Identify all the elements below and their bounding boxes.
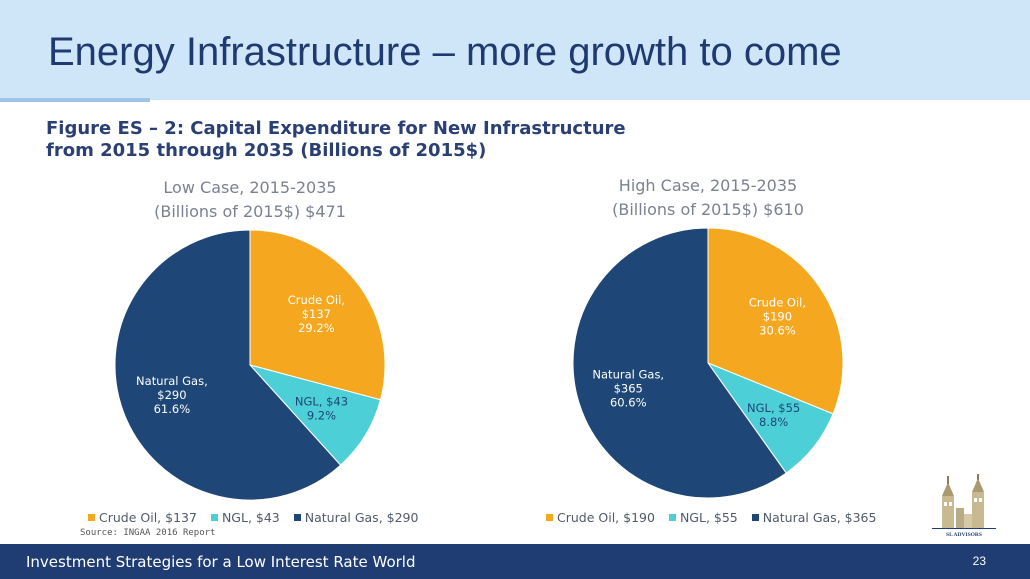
figure-caption-line-1: Figure ES – 2: Capital Expenditure for N… <box>46 118 626 139</box>
pie-slice-natural-gas <box>114 229 342 501</box>
pie-label-line: Natural Gas, <box>136 374 208 388</box>
pie-label-line: NGL, $43 <box>295 395 348 409</box>
legend-item-natural-gas: Natural Gas, $365 <box>751 510 877 525</box>
pie-label-line: 9.2% <box>307 409 336 423</box>
header-band <box>0 0 1030 100</box>
pie-slice-crude-oil <box>707 227 844 415</box>
footer-text: Investment Strategies for a Low Interest… <box>26 553 416 571</box>
legend-label: Crude Oil, $190 <box>557 510 655 525</box>
pie-chart-low-case: Crude Oil, $137 29.2% NGL, $43 9.2% Natural G… <box>114 229 386 501</box>
legend-label: Crude Oil, $137 <box>99 510 197 525</box>
pie-label-line: 8.8% <box>759 415 788 429</box>
legend-high-case: Crude Oil, $190 NGL, $55 Natural Gas, $365 <box>546 510 876 525</box>
legend-label: NGL, $55 <box>679 510 738 525</box>
pie-label-line: 60.6% <box>610 395 647 409</box>
pie-label-line: Crude Oil, <box>749 295 806 309</box>
pie-label-crude-oil: Crude Oil, $190 30.6% <box>749 295 806 337</box>
pie-label-line: $190 <box>763 309 792 323</box>
chart-title-low-case: Low Case, 2015-2035 (Billions of 2015$) … <box>80 176 420 224</box>
legend-swatch <box>546 514 553 521</box>
pie-label-ngl: NGL, $43 9.2% <box>295 395 348 423</box>
figure-caption-line-2: from 2015 through 2035 (Billions of 2015… <box>46 140 487 161</box>
chart-title-line-1: Low Case, 2015-2035 <box>163 178 337 197</box>
pie-label-line: $290 <box>157 388 186 402</box>
skyline-icon <box>942 474 984 528</box>
figure-caption: Figure ES – 2: Capital Expenditure for N… <box>46 118 626 162</box>
sl-advisors-logo: SL ADVISORS <box>932 474 996 538</box>
pie-label-line: $137 <box>302 307 331 321</box>
slide-title: Energy Infrastructure – more growth to c… <box>48 30 842 74</box>
pie-label-natural-gas: Natural Gas, $365 60.6% <box>592 367 664 409</box>
pie-slice-crude-oil <box>249 229 386 401</box>
chart-title-line-2: (Billions of 2015$) $610 <box>612 200 804 219</box>
legend-label: NGL, $43 <box>221 510 280 525</box>
pie-label-line: Natural Gas, <box>592 367 664 381</box>
legend-swatch <box>293 514 301 521</box>
source-note: Source: INGAA 2016 Report <box>80 528 216 538</box>
pie-chart-high-case: Crude Oil, $190 30.6% NGL, $55 8.8% Natural G… <box>572 227 844 499</box>
legend-item-natural-gas: Natural Gas, $290 <box>293 510 419 525</box>
pie-label-line: $365 <box>614 381 643 395</box>
pie-label-line: 29.2% <box>298 321 335 335</box>
chart-title-high-case: High Case, 2015-2035 (Billions of 2015$)… <box>538 174 878 222</box>
legend-item-crude-oil: Crude Oil, $190 <box>546 510 655 525</box>
pie-label-line: Crude Oil, <box>288 293 345 307</box>
legend-label: Natural Gas, $290 <box>304 510 419 525</box>
page-number: 23 <box>972 554 986 568</box>
pie-label-ngl: NGL, $55 8.8% <box>747 401 800 429</box>
legend-item-ngl: NGL, $43 <box>210 510 280 525</box>
pie-label-crude-oil: Crude Oil, $137 29.2% <box>288 293 345 335</box>
header-accent-rule <box>0 98 150 102</box>
legend-swatch <box>751 514 759 521</box>
pie-label-line: 30.6% <box>759 323 796 337</box>
pie-label-natural-gas: Natural Gas, $290 61.6% <box>136 374 208 416</box>
pie-slice-ngl <box>248 364 382 466</box>
legend-swatch <box>210 514 218 521</box>
legend-low-case: Crude Oil, $137 NGL, $43 Natural Gas, $290 <box>88 510 418 525</box>
chart-title-line-1: High Case, 2015-2035 <box>618 176 798 195</box>
legend-label: Natural Gas, $365 <box>762 510 877 525</box>
pie-label-line: 61.6% <box>154 402 191 416</box>
pie-slice-natural-gas <box>572 227 787 499</box>
legend-swatch <box>88 514 95 521</box>
chart-title-line-2: (Billions of 2015$) $471 <box>154 202 346 221</box>
footer-bar: Investment Strategies for a Low Interest… <box>0 544 1030 579</box>
pie-label-line: NGL, $55 <box>747 401 800 415</box>
legend-item-crude-oil: Crude Oil, $137 <box>88 510 197 525</box>
logo-text: SL ADVISORS <box>946 532 982 538</box>
legend-item-ngl: NGL, $55 <box>668 510 738 525</box>
legend-swatch <box>668 514 676 521</box>
